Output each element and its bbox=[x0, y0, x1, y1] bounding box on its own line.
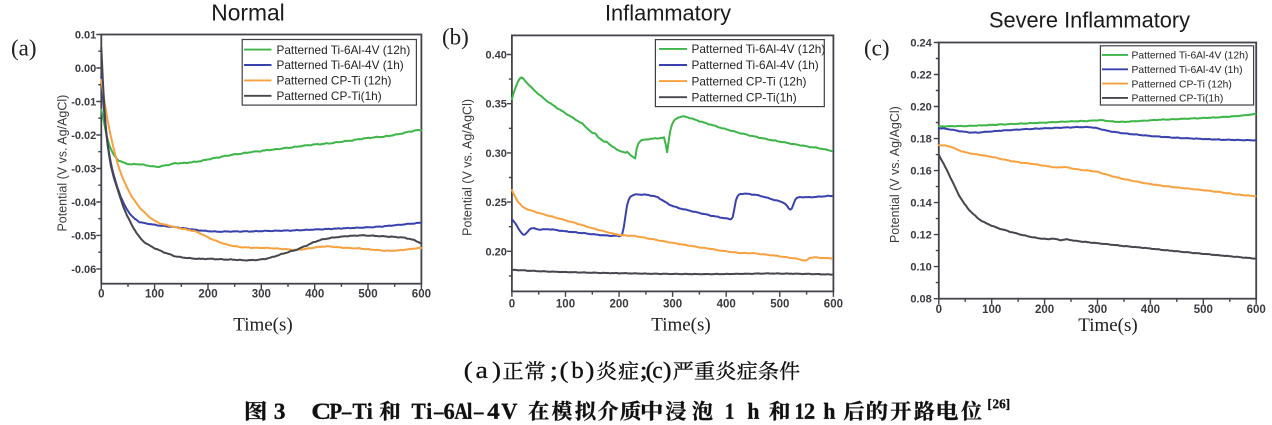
svg-text:Patterned CP-Ti(1h): Patterned CP-Ti(1h) bbox=[277, 89, 382, 103]
svg-text:-0.05: -0.05 bbox=[71, 230, 96, 242]
svg-text:0.24: 0.24 bbox=[910, 38, 932, 50]
svg-text:600: 600 bbox=[824, 298, 843, 310]
svg-text:0.16: 0.16 bbox=[910, 166, 931, 178]
svg-text:600: 600 bbox=[412, 289, 431, 301]
svg-text:Potential (V vs. Ag/AgCl): Potential (V vs. Ag/AgCl) bbox=[461, 99, 475, 236]
svg-text:0.30: 0.30 bbox=[485, 148, 506, 160]
svg-text:0.20: 0.20 bbox=[485, 246, 506, 258]
svg-text:100: 100 bbox=[982, 304, 1001, 316]
svg-text:Patterned CP-Ti (12h): Patterned CP-Ti (12h) bbox=[277, 74, 392, 88]
svg-text:400: 400 bbox=[717, 298, 736, 310]
svg-text:400: 400 bbox=[305, 289, 324, 301]
svg-text:0.01: 0.01 bbox=[75, 30, 96, 42]
svg-text:-0.02: -0.02 bbox=[71, 130, 96, 142]
svg-text:100: 100 bbox=[556, 298, 575, 310]
svg-text:0.35: 0.35 bbox=[485, 99, 506, 111]
svg-text:0.10: 0.10 bbox=[910, 262, 931, 274]
svg-text:400: 400 bbox=[1141, 304, 1160, 316]
svg-text:0.25: 0.25 bbox=[485, 197, 506, 209]
svg-text:200: 200 bbox=[610, 298, 629, 310]
svg-text:300: 300 bbox=[252, 289, 271, 301]
svg-text:500: 500 bbox=[770, 298, 789, 310]
svg-text:-0.06: -0.06 bbox=[71, 264, 96, 276]
svg-text:0.22: 0.22 bbox=[910, 70, 931, 82]
svg-text:Patterned CP-Ti (12h): Patterned CP-Ti (12h) bbox=[1132, 79, 1232, 90]
svg-text:0: 0 bbox=[98, 289, 104, 301]
svg-text:Patterned Ti-6Al-4V (1h): Patterned Ti-6Al-4V (1h) bbox=[277, 58, 404, 72]
svg-text:100: 100 bbox=[145, 289, 164, 301]
svg-text:Patterned Ti-6Al-4V (12h): Patterned Ti-6Al-4V (12h) bbox=[1132, 51, 1249, 62]
svg-text:300: 300 bbox=[663, 298, 682, 310]
svg-text:600: 600 bbox=[1247, 304, 1266, 316]
svg-text:(a): (a) bbox=[11, 36, 37, 61]
svg-text:Potential (V vs. Ag/AgCl): Potential (V vs. Ag/AgCl) bbox=[888, 106, 902, 243]
svg-text:Potential (V vs. Ag/AgCl): Potential (V vs. Ag/AgCl) bbox=[56, 95, 70, 232]
svg-text:200: 200 bbox=[198, 289, 217, 301]
svg-text:Patterned CP-Ti(1h): Patterned CP-Ti(1h) bbox=[692, 90, 797, 104]
svg-text:Inflammatory: Inflammatory bbox=[605, 1, 731, 26]
svg-text:0.08: 0.08 bbox=[910, 294, 931, 306]
svg-text:0.12: 0.12 bbox=[910, 230, 931, 242]
svg-text:500: 500 bbox=[358, 289, 377, 301]
svg-text:Normal: Normal bbox=[211, 0, 284, 26]
svg-text:0.20: 0.20 bbox=[910, 102, 931, 114]
svg-text:-0.03: -0.03 bbox=[71, 164, 96, 176]
svg-text:-0.01: -0.01 bbox=[71, 97, 96, 109]
svg-text:0.40: 0.40 bbox=[485, 50, 506, 62]
svg-text:Patterned Ti-6Al-4V (1h): Patterned Ti-6Al-4V (1h) bbox=[1132, 65, 1243, 76]
svg-text:Time(s): Time(s) bbox=[1078, 315, 1137, 336]
svg-text:0: 0 bbox=[509, 298, 515, 310]
svg-text:0.00: 0.00 bbox=[75, 63, 96, 75]
svg-text:500: 500 bbox=[1194, 304, 1213, 316]
svg-text:-0.04: -0.04 bbox=[71, 197, 97, 209]
svg-text:200: 200 bbox=[1035, 304, 1054, 316]
svg-text:Patterned Ti-6Al-4V (1h): Patterned Ti-6Al-4V (1h) bbox=[692, 58, 819, 72]
svg-text:Patterned Ti-6Al-4V (12h): Patterned Ti-6Al-4V (12h) bbox=[277, 43, 411, 57]
svg-text:Time(s): Time(s) bbox=[651, 314, 710, 335]
svg-text:0.14: 0.14 bbox=[910, 198, 932, 210]
svg-text:0: 0 bbox=[936, 304, 942, 316]
svg-text:(c): (c) bbox=[864, 36, 890, 61]
svg-text:Time(s): Time(s) bbox=[233, 315, 292, 336]
svg-text:300: 300 bbox=[1088, 304, 1107, 316]
svg-text:Patterned CP-Ti (12h): Patterned CP-Ti (12h) bbox=[692, 74, 807, 88]
svg-text:0.18: 0.18 bbox=[910, 134, 931, 146]
svg-text:Severe Inflammatory: Severe Inflammatory bbox=[989, 8, 1190, 33]
svg-text:(b): (b) bbox=[442, 25, 469, 50]
svg-text:Patterned Ti-6Al-4V (12h): Patterned Ti-6Al-4V (12h) bbox=[692, 42, 826, 56]
svg-text:Patterned CP-Ti(1h): Patterned CP-Ti(1h) bbox=[1132, 94, 1224, 105]
